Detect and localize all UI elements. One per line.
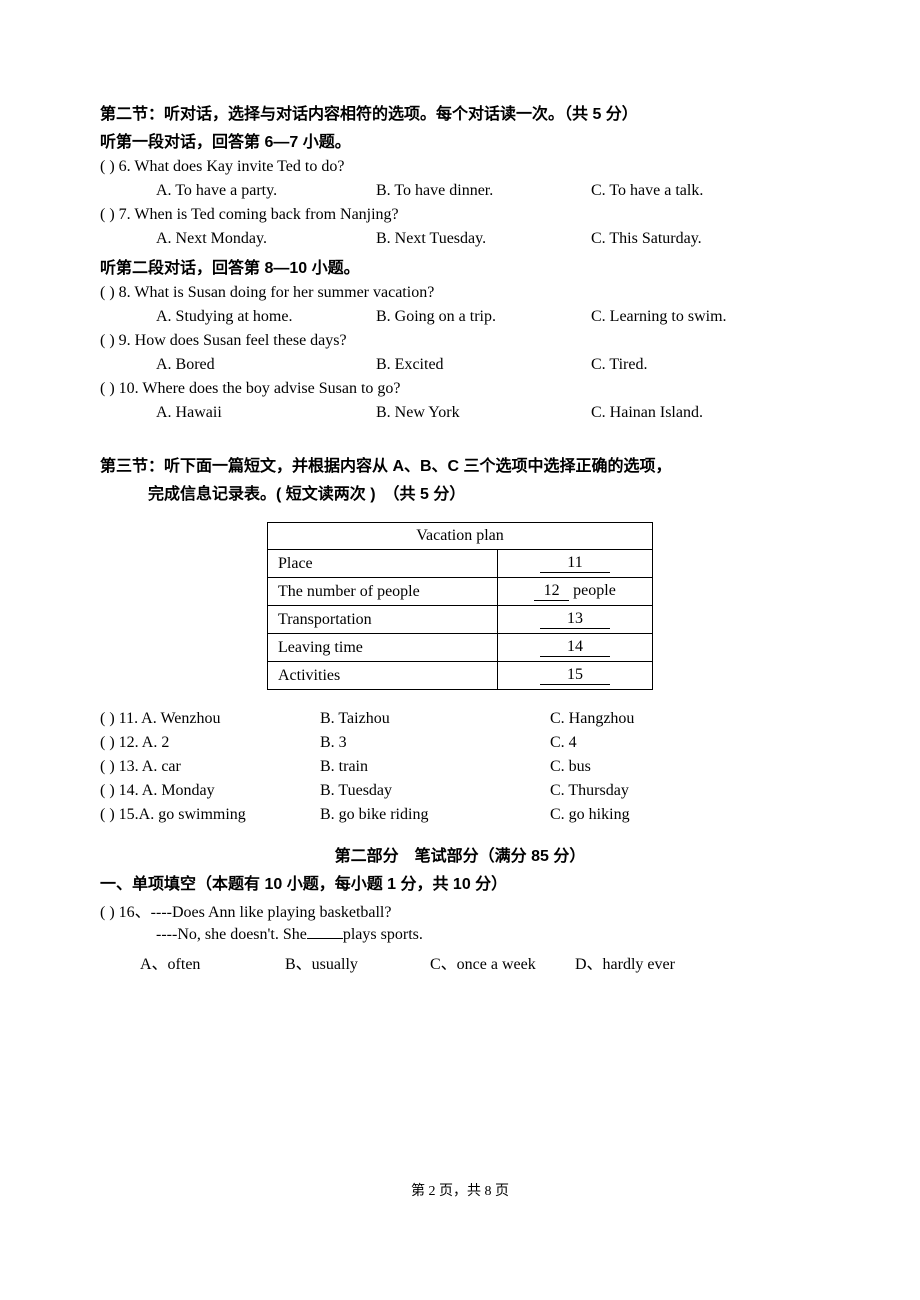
q6-choice-a: A. To have a party. — [156, 182, 376, 200]
q6-text: 6. What does Kay invite Ted to do? — [119, 158, 345, 175]
q11-b: B. Taizhou — [320, 710, 550, 728]
q8-text: 8. What is Susan doing for her summer va… — [119, 284, 435, 301]
paren-15[interactable]: ( ) — [100, 806, 119, 823]
q13-c: C. bus — [550, 758, 750, 776]
q16-choice-a: A、often — [140, 950, 285, 974]
q15-a: 15.A. go swimming — [119, 806, 246, 823]
q8-choices: A. Studying at home. B. Going on a trip.… — [100, 308, 820, 326]
paren-16[interactable]: ( ) — [100, 904, 119, 921]
paren-7[interactable]: ( ) — [100, 206, 119, 223]
question-10: ( ) 10. Where does the boy advise Susan … — [100, 380, 820, 398]
section3-title-line2: 完成信息记录表。( 短文读两次 ) （共 5 分） — [100, 480, 820, 504]
paren-10[interactable]: ( ) — [100, 380, 119, 397]
q9-choice-c: C. Tired. — [591, 356, 791, 374]
q16-text: 16、----Does Ann like playing basketball? — [119, 904, 392, 921]
paren-11[interactable]: ( ) — [100, 710, 119, 727]
q7-choice-a: A. Next Monday. — [156, 230, 376, 248]
paren-14[interactable]: ( ) — [100, 782, 119, 799]
q16-choice-c: C、once a week — [430, 950, 575, 974]
q10-choices: A. Hawaii B. New York C. Hainan Island. — [100, 404, 820, 422]
q13-a: 13. A. car — [119, 758, 181, 775]
q11-c: C. Hangzhou — [550, 710, 750, 728]
q7-choices: A. Next Monday. B. Next Tuesday. C. This… — [100, 230, 820, 248]
question-15: ( ) 15.A. go swimming B. go bike riding … — [100, 806, 820, 824]
paren-8[interactable]: ( ) — [100, 284, 119, 301]
q6-choice-b: B. To have dinner. — [376, 182, 591, 200]
row-activities-label: Activities — [268, 662, 498, 690]
section3-title-line1: 第三节：听下面一篇短文，并根据内容从 A、B、C 三个选项中选择正确的选项， — [100, 452, 820, 476]
q16-line2-a: ----No, she doesn't. She — [156, 926, 307, 943]
question-16-line2: ----No, she doesn't. She plays sports. — [100, 926, 820, 944]
part2-subtitle: 一、单项填空（本题有 10 小题，每小题 1 分，共 10 分） — [100, 870, 820, 894]
question-6: ( ) 6. What does Kay invite Ted to do? — [100, 158, 820, 176]
row-people-blank[interactable]: 12 people — [498, 578, 653, 606]
vacation-plan-table: Vacation plan Place 11 The number of peo… — [267, 522, 653, 690]
row-activities-blank[interactable]: 15 — [498, 662, 653, 690]
paren-13[interactable]: ( ) — [100, 758, 119, 775]
q13-b: B. train — [320, 758, 550, 776]
q9-choice-a: A. Bored — [156, 356, 376, 374]
question-11: ( ) 11. A. Wenzhou B. Taizhou C. Hangzho… — [100, 710, 820, 728]
row-place-blank[interactable]: 11 — [498, 550, 653, 578]
table-header: Vacation plan — [268, 523, 653, 550]
paren-6[interactable]: ( ) — [100, 158, 119, 175]
q8-choice-a: A. Studying at home. — [156, 308, 376, 326]
q10-text: 10. Where does the boy advise Susan to g… — [119, 380, 401, 397]
question-13: ( ) 13. A. car B. train C. bus — [100, 758, 820, 776]
q16-blank[interactable] — [307, 938, 343, 939]
q12-c: C. 4 — [550, 734, 750, 752]
q12-a: 12. A. 2 — [119, 734, 170, 751]
q9-choice-b: B. Excited — [376, 356, 591, 374]
paren-9[interactable]: ( ) — [100, 332, 119, 349]
paren-12[interactable]: ( ) — [100, 734, 119, 751]
question-14: ( ) 14. A. Monday B. Tuesday C. Thursday — [100, 782, 820, 800]
q9-choices: A. Bored B. Excited C. Tired. — [100, 356, 820, 374]
dialog2-title: 听第二段对话，回答第 8—10 小题。 — [100, 254, 820, 278]
question-7: ( ) 7. When is Ted coming back from Nanj… — [100, 206, 820, 224]
q10-choice-b: B. New York — [376, 404, 591, 422]
q16-choices: A、often B、usually C、once a week D、hardly… — [100, 950, 820, 974]
dialog1-title: 听第一段对话，回答第 6—7 小题。 — [100, 128, 820, 152]
q6-choice-c: C. To have a talk. — [591, 182, 791, 200]
q9-text: 9. How does Susan feel these days? — [119, 332, 347, 349]
q11-a: 11. A. Wenzhou — [119, 710, 221, 727]
question-12: ( ) 12. A. 2 B. 3 C. 4 — [100, 734, 820, 752]
row-leaving-label: Leaving time — [268, 634, 498, 662]
q15-c: C. go hiking — [550, 806, 750, 824]
question-9: ( ) 9. How does Susan feel these days? — [100, 332, 820, 350]
q16-line2-b: plays sports. — [343, 926, 423, 943]
q14-a: 14. A. Monday — [119, 782, 215, 799]
q6-choices: A. To have a party. B. To have dinner. C… — [100, 182, 820, 200]
q14-b: B. Tuesday — [320, 782, 550, 800]
row-transport-label: Transportation — [268, 606, 498, 634]
row-transport-blank[interactable]: 13 — [498, 606, 653, 634]
q8-choice-c: C. Learning to swim. — [591, 308, 791, 326]
row-leaving-blank[interactable]: 14 — [498, 634, 653, 662]
q7-choice-c: C. This Saturday. — [591, 230, 791, 248]
q14-c: C. Thursday — [550, 782, 750, 800]
q7-text: 7. When is Ted coming back from Nanjing? — [119, 206, 399, 223]
question-8: ( ) 8. What is Susan doing for her summe… — [100, 284, 820, 302]
q10-choice-a: A. Hawaii — [156, 404, 376, 422]
q12-b: B. 3 — [320, 734, 550, 752]
row-place-label: Place — [268, 550, 498, 578]
q16-choice-b: B、usually — [285, 950, 430, 974]
page-footer: 第 2 页，共 8 页 — [0, 1180, 920, 1200]
q8-choice-b: B. Going on a trip. — [376, 308, 591, 326]
section2-title: 第二节：听对话，选择与对话内容相符的选项。每个对话读一次。（共 5 分） — [100, 100, 820, 124]
q15-b: B. go bike riding — [320, 806, 550, 824]
q7-choice-b: B. Next Tuesday. — [376, 230, 591, 248]
q16-choice-d: D、hardly ever — [575, 950, 720, 974]
q10-choice-c: C. Hainan Island. — [591, 404, 791, 422]
part2-title: 第二部分 笔试部分（满分 85 分） — [100, 842, 820, 866]
row-people-label: The number of people — [268, 578, 498, 606]
question-16-line1: ( ) 16、----Does Ann like playing basketb… — [100, 898, 820, 922]
